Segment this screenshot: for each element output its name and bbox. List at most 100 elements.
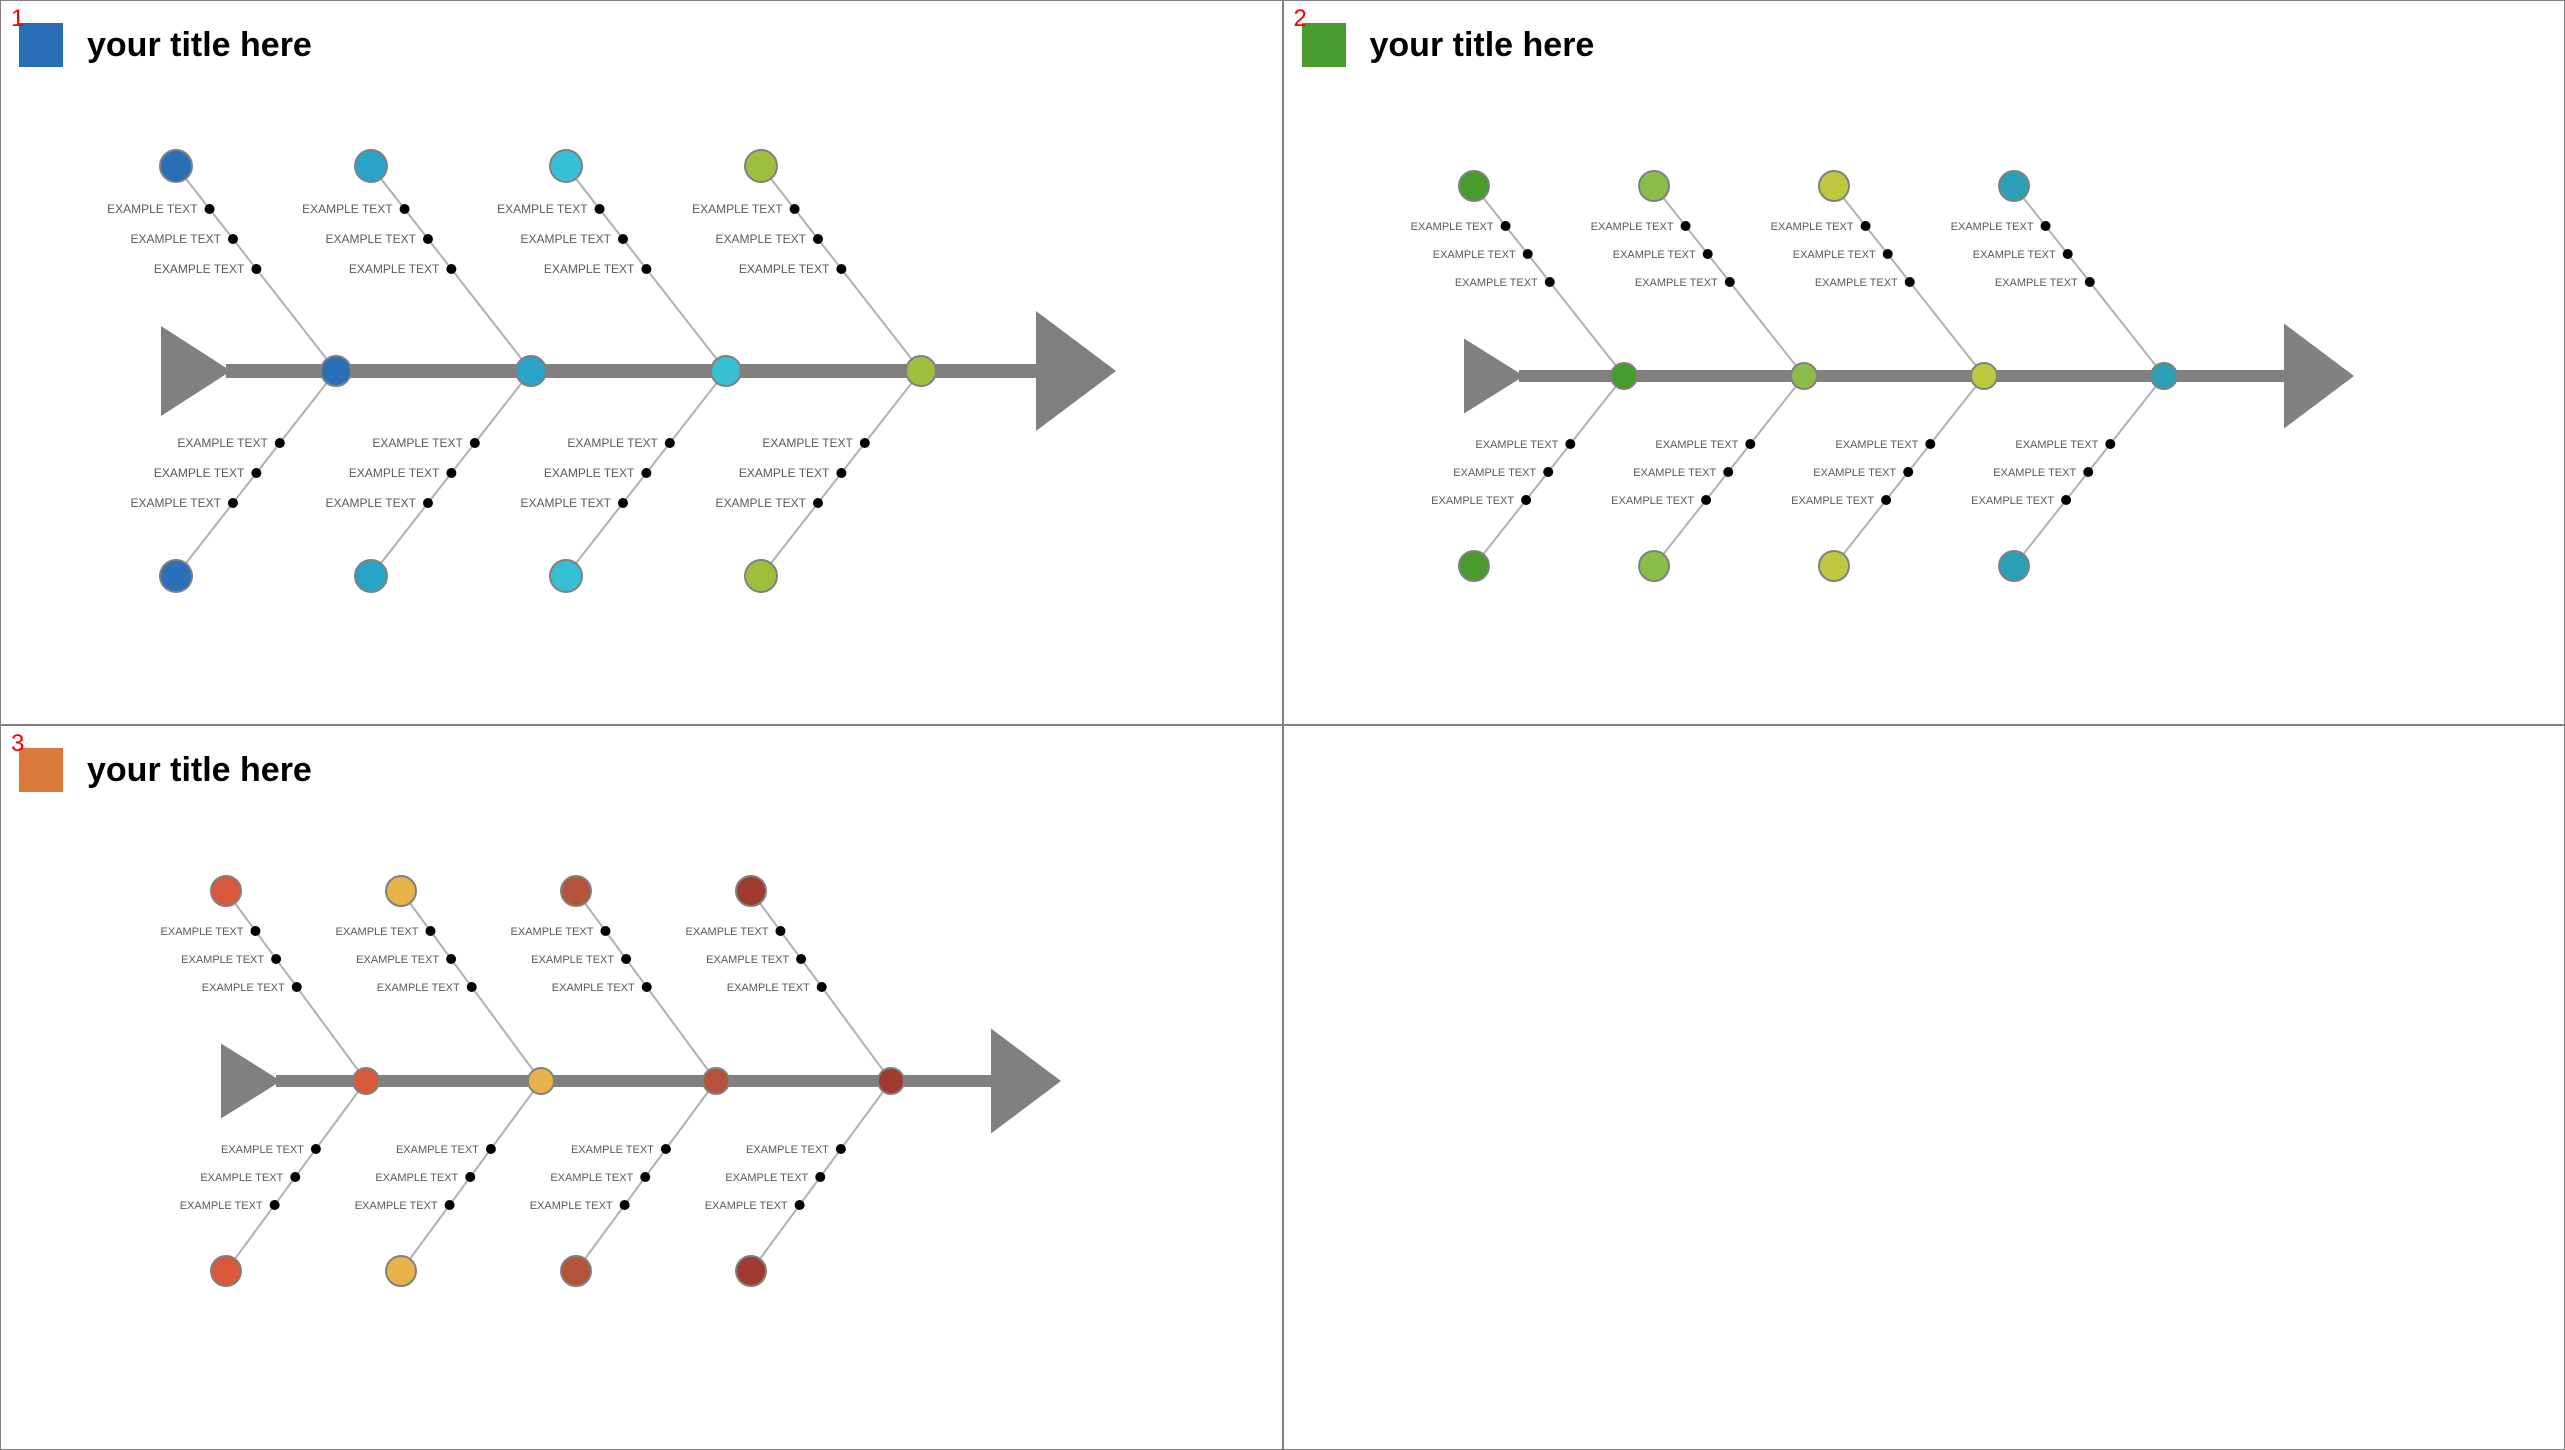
fishbone-diagram: EXAMPLE TEXT EXAMPLE TEXT EXAMPLE TEXT EXAM… <box>1404 166 2394 606</box>
branch-label: EXAMPLE TEXT <box>727 982 810 994</box>
branch-label: EXAMPLE TEXT <box>1835 439 1918 451</box>
branch-top-dot <box>211 876 241 906</box>
label-dot <box>250 926 260 936</box>
branch-bottom-dot <box>1999 551 2029 581</box>
panel-number: 3 <box>11 730 24 758</box>
branch-bottom-dot <box>1819 551 1849 581</box>
branch-label: EXAMPLE TEXT <box>530 1200 613 1212</box>
branch-label: EXAMPLE TEXT <box>1950 221 2033 233</box>
branch-top-dot <box>1459 171 1489 201</box>
label-dot <box>1904 277 1914 287</box>
label-dot <box>423 234 433 244</box>
title-block: your title here <box>19 23 312 67</box>
panel-title: your title here <box>1370 26 1595 65</box>
label-dot <box>1565 439 1575 449</box>
branch-label: EXAMPLE TEXT <box>1770 221 1853 233</box>
branch-label: EXAMPLE TEXT <box>1634 277 1717 289</box>
panel-2: 2your title hereEXAMPLE TEXTEXAMPLE TEXT… <box>1283 0 2565 725</box>
branch-spine-dot <box>906 356 936 386</box>
branch-label: EXAMPLE TEXT <box>107 202 198 216</box>
branch-label: EXAMPLE TEXT <box>377 982 460 994</box>
label-dot <box>2105 439 2115 449</box>
branch-bottom-dot <box>211 1256 241 1286</box>
label-dot <box>641 468 651 478</box>
branch-label: EXAMPLE TEXT <box>130 496 221 510</box>
label-dot <box>836 1144 846 1154</box>
branch-label: EXAMPLE TEXT <box>739 466 830 480</box>
panel-number: 1 <box>11 5 24 33</box>
label-dot <box>465 1172 475 1182</box>
label-dot <box>813 234 823 244</box>
label-dot <box>228 234 238 244</box>
branch-spine-dot <box>878 1068 904 1094</box>
label-dot <box>1723 467 1733 477</box>
fishbone-tail <box>221 1044 281 1119</box>
branch-label: EXAMPLE TEXT <box>520 232 611 246</box>
branch-label: EXAMPLE TEXT <box>154 466 245 480</box>
branch-label: EXAMPLE TEXT <box>1453 467 1536 479</box>
panel-grid: 1your title hereEXAMPLE TEXTEXAMPLE TEXT… <box>0 0 2565 1450</box>
branch-label: EXAMPLE TEXT <box>762 436 853 450</box>
panel-title: your title here <box>87 26 312 65</box>
branch-label: EXAMPLE TEXT <box>372 436 463 450</box>
label-dot <box>205 204 215 214</box>
fishbone-head <box>991 1029 1061 1134</box>
label-dot <box>836 264 846 274</box>
branch-label: EXAMPLE TEXT <box>567 436 658 450</box>
branch-bottom-dot <box>1639 551 1669 581</box>
branch-label: EXAMPLE TEXT <box>705 1200 788 1212</box>
branch-bottom-dot <box>1459 551 1489 581</box>
branch-label: EXAMPLE TEXT <box>336 926 419 938</box>
label-dot <box>642 982 652 992</box>
label-dot <box>1724 277 1734 287</box>
label-dot <box>445 1200 455 1210</box>
branch-label: EXAMPLE TEXT <box>531 954 614 966</box>
branch-spine-dot <box>321 356 351 386</box>
label-dot <box>2084 277 2094 287</box>
branch-label: EXAMPLE TEXT <box>497 202 588 216</box>
label-dot <box>595 204 605 214</box>
branch-spine-dot <box>353 1068 379 1094</box>
branch-bottom-dot <box>736 1256 766 1286</box>
branch-spine-dot <box>703 1068 729 1094</box>
label-dot <box>425 926 435 936</box>
panel-title: your title here <box>87 751 312 790</box>
branch-label: EXAMPLE TEXT <box>1993 467 2076 479</box>
branch-top-dot <box>160 150 192 182</box>
branch-top-dot <box>736 876 766 906</box>
branch-label: EXAMPLE TEXT <box>725 1172 808 1184</box>
panel-3: 3 your title here EXAMPLE TEXT EXAMPLE TEXT… <box>0 725 1283 1450</box>
branch-label: EXAMPLE TEXT <box>715 232 806 246</box>
label-dot <box>817 982 827 992</box>
panel-1: 1 your title here EXAMPLE TEXT EXAMPLE TEXT… <box>0 0 1283 725</box>
label-dot <box>618 234 628 244</box>
label-dot <box>618 498 628 508</box>
label-dot <box>665 438 675 448</box>
branch-label: EXAMPLE TEXT <box>706 954 789 966</box>
branch-label: EXAMPLE TEXT <box>202 982 285 994</box>
branch-label: EXAMPLE TEXT <box>686 926 769 938</box>
label-dot <box>1903 467 1913 477</box>
branch-label: EXAMPLE TEXT <box>1792 249 1875 261</box>
branch-bottom-dot <box>160 560 192 592</box>
label-dot <box>2062 249 2072 259</box>
label-dot <box>775 926 785 936</box>
label-dot <box>860 438 870 448</box>
fishbone-head <box>1036 311 1116 431</box>
branch-top-dot <box>386 876 416 906</box>
branch-top-dot <box>745 150 777 182</box>
branch-label: EXAMPLE TEXT <box>1475 439 1558 451</box>
branch-label: EXAMPLE TEXT <box>1994 277 2077 289</box>
label-dot <box>1500 221 1510 231</box>
branch-label: EXAMPLE TEXT <box>181 954 264 966</box>
label-dot <box>1925 439 1935 449</box>
branch-spine-dot <box>516 356 546 386</box>
branch-spine-dot <box>1611 363 1637 389</box>
label-dot <box>790 204 800 214</box>
label-dot <box>446 954 456 964</box>
label-dot <box>446 468 456 478</box>
label-dot <box>795 1200 805 1210</box>
branch-top-dot <box>355 150 387 182</box>
branch-label: EXAMPLE TEXT <box>746 1144 829 1156</box>
branch-bottom-dot <box>561 1256 591 1286</box>
